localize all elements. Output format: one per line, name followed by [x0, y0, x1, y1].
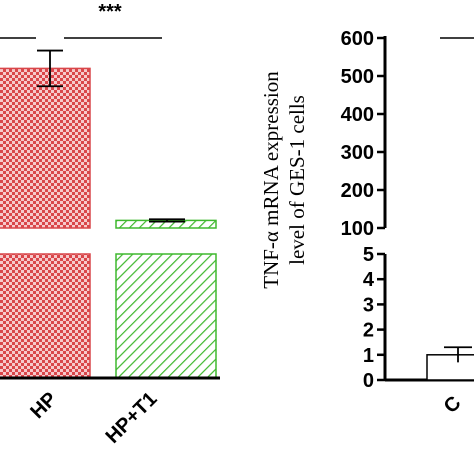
bar-lower-segment	[0, 253, 91, 379]
right-bars	[426, 346, 474, 381]
y-tick-label: 300	[341, 142, 374, 164]
x-tick-c: C	[440, 392, 466, 418]
y-tick-label: 500	[341, 66, 374, 88]
y-tick-label: 0	[363, 370, 374, 392]
bar-upper-segment	[0, 67, 91, 229]
error-bar	[37, 49, 63, 88]
bar-upper-segment	[115, 219, 217, 229]
bar-lower-segment	[115, 253, 217, 379]
y-tick-label: 600	[341, 28, 374, 50]
significance-label: ***	[98, 1, 122, 23]
y-axis-label-line2: level of GES-1 cells	[285, 95, 309, 265]
y-tick-label: 400	[341, 104, 374, 126]
y-tick-label: 2	[363, 320, 374, 342]
left-panel	[0, 49, 217, 379]
bar-c	[426, 354, 474, 381]
x-tick-hp: HP	[26, 388, 61, 423]
bar-hp	[0, 49, 91, 379]
y-axis-label-line1: TNF-α mRNA expression	[259, 71, 283, 289]
y-tick-label: 200	[341, 180, 374, 202]
y-tick-label: 3	[363, 294, 374, 316]
right-ticks: 600 500 400 300 200 100 5 4 3 2 1 0	[341, 28, 385, 392]
y-tick-label: 1	[363, 345, 374, 367]
y-axis-label: TNF-α mRNA expression level of GES-1 cel…	[259, 71, 309, 289]
error-bar	[149, 218, 185, 223]
y-tick-label: 4	[363, 269, 375, 291]
bar-hp-t1	[115, 218, 217, 379]
y-tick-label: 100	[341, 218, 374, 240]
x-tick-hp-t1: HP+T1	[102, 388, 162, 448]
error-bar	[444, 346, 472, 363]
y-tick-label: 5	[363, 244, 374, 266]
